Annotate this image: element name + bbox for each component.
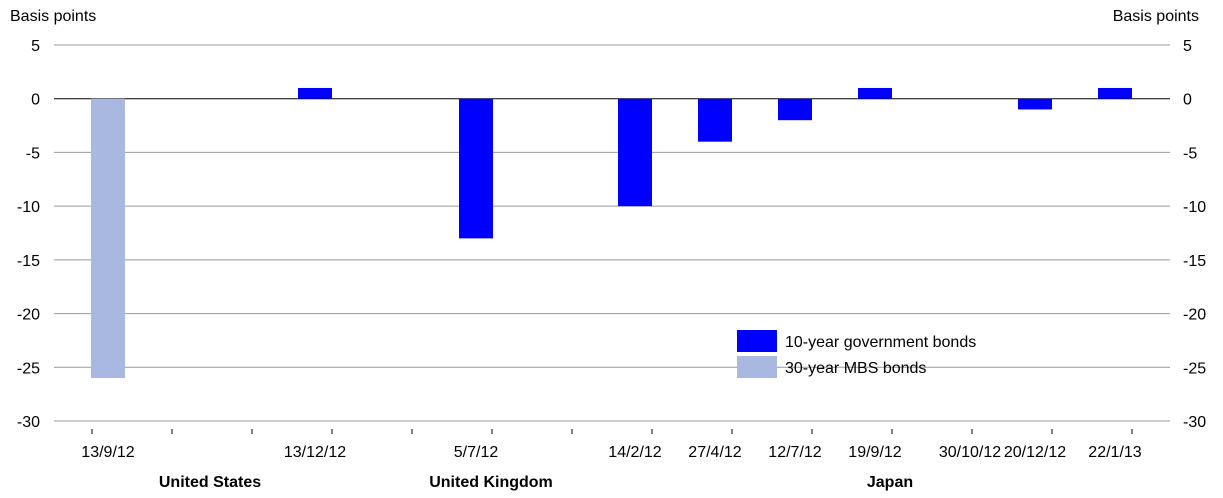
y-tick-label-right: -10 bbox=[1183, 199, 1206, 216]
legend-swatch bbox=[737, 330, 777, 352]
y-tick-label-left: -25 bbox=[17, 360, 40, 377]
y-tick-label-left: -5 bbox=[26, 145, 40, 162]
x-group-label: Japan bbox=[867, 474, 913, 491]
y-tick-label-right: 0 bbox=[1183, 92, 1192, 109]
bar-10-year-government-bonds bbox=[618, 98, 652, 207]
x-category-label: 20/12/12 bbox=[1004, 444, 1066, 461]
x-category-label: 13/9/12 bbox=[81, 444, 134, 461]
y-tick-label-right: -15 bbox=[1183, 253, 1206, 270]
x-category-label: 12/7/12 bbox=[768, 444, 821, 461]
y-tick-label-right: -30 bbox=[1183, 414, 1206, 431]
y-tick-label-left: 0 bbox=[31, 92, 40, 109]
x-category-label: 13/12/12 bbox=[284, 444, 346, 461]
bar-10-year-government-bonds bbox=[459, 98, 493, 239]
x-category-label: 19/9/12 bbox=[848, 444, 901, 461]
x-group-label: United Kingdom bbox=[429, 474, 553, 491]
y-tick-label-left: -20 bbox=[17, 307, 40, 324]
right-axis-unit-label: Basis points bbox=[1112, 8, 1199, 25]
y-tick-label-left: -30 bbox=[17, 414, 40, 431]
y-tick-label-right: -5 bbox=[1183, 145, 1197, 162]
y-tick-label-right: -25 bbox=[1183, 360, 1206, 377]
y-tick-label-left: -15 bbox=[17, 253, 40, 270]
y-tick-label-right: -20 bbox=[1183, 307, 1206, 324]
x-group-label: United States bbox=[159, 474, 261, 491]
bar-10-year-government-bonds bbox=[858, 87, 892, 99]
y-tick-label-left: 5 bbox=[31, 38, 40, 55]
y-tick-label-left: -10 bbox=[17, 199, 40, 216]
x-category-label: 14/2/12 bbox=[608, 444, 661, 461]
legend-label: 30-year MBS bonds bbox=[785, 360, 926, 377]
legend-swatch bbox=[737, 356, 777, 378]
bar-10-year-government-bonds bbox=[778, 98, 812, 121]
x-category-label: 30/10/12 bbox=[939, 444, 1001, 461]
bar-10-year-government-bonds bbox=[698, 98, 732, 142]
left-axis-unit-label: Basis points bbox=[10, 8, 97, 25]
x-category-label: 5/7/12 bbox=[454, 444, 499, 461]
legend-label: 10-year government bonds bbox=[785, 334, 976, 351]
bar-10-year-government-bonds bbox=[1018, 98, 1052, 110]
bar-10-year-government-bonds bbox=[1098, 87, 1132, 99]
bar-10-year-government-bonds bbox=[298, 87, 332, 99]
x-category-label: 22/1/13 bbox=[1088, 444, 1141, 461]
y-tick-label-right: 5 bbox=[1183, 38, 1192, 55]
bar-30-year-mbs-bonds bbox=[91, 98, 125, 379]
x-category-label: 27/4/12 bbox=[688, 444, 741, 461]
